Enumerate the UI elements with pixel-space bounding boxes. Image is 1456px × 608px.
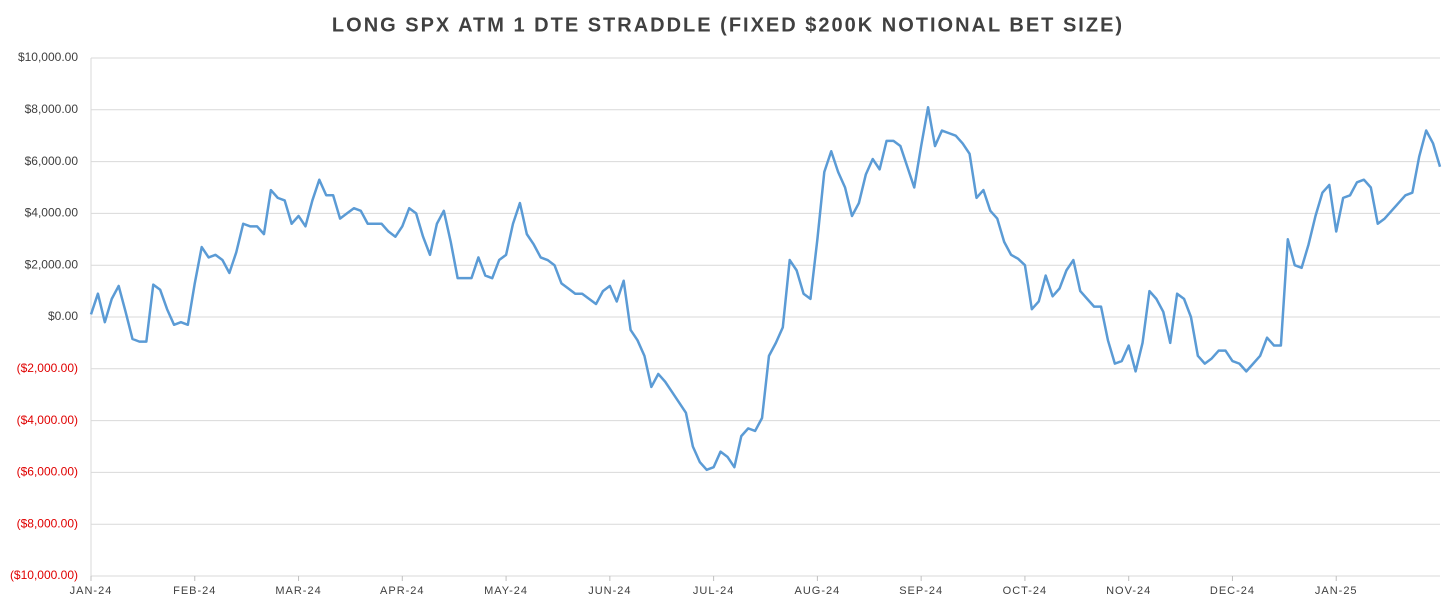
x-tick-label: JAN-24 xyxy=(70,585,113,597)
y-tick-label: ($10,000.00) xyxy=(10,568,78,582)
x-tick-label: JAN-25 xyxy=(1315,585,1358,597)
y-tick-label: $10,000.00 xyxy=(18,50,78,64)
y-tick-label: ($8,000.00) xyxy=(17,516,78,530)
x-tick-label: AUG-24 xyxy=(795,585,841,597)
x-tick-label: MAR-24 xyxy=(275,585,321,597)
y-tick-label: ($6,000.00) xyxy=(17,465,78,479)
x-tick-label: MAY-24 xyxy=(484,585,528,597)
series-line xyxy=(89,105,1442,472)
y-tick-label: ($4,000.00) xyxy=(17,413,78,427)
x-tick-label: APR-24 xyxy=(380,585,425,597)
x-tick-label: JUL-24 xyxy=(693,585,734,597)
x-tick-label: DEC-24 xyxy=(1210,585,1255,597)
y-tick-label: $0.00 xyxy=(48,309,78,323)
y-tick-label: $8,000.00 xyxy=(25,102,79,116)
y-tick-label: ($2,000.00) xyxy=(17,361,78,375)
x-tick-label: SEP-24 xyxy=(899,585,943,597)
y-tick-label: $2,000.00 xyxy=(25,257,79,271)
chart-title: LONG SPX ATM 1 DTE STRADDLE (FIXED $200K… xyxy=(332,14,1124,36)
x-tick-label: NOV-24 xyxy=(1106,585,1151,597)
x-tick-label: JUN-24 xyxy=(588,585,631,597)
y-tick-label: $6,000.00 xyxy=(25,154,79,168)
x-tick-label: FEB-24 xyxy=(173,585,216,597)
x-tick-label: OCT-24 xyxy=(1003,585,1048,597)
y-tick-label: $4,000.00 xyxy=(25,206,79,220)
